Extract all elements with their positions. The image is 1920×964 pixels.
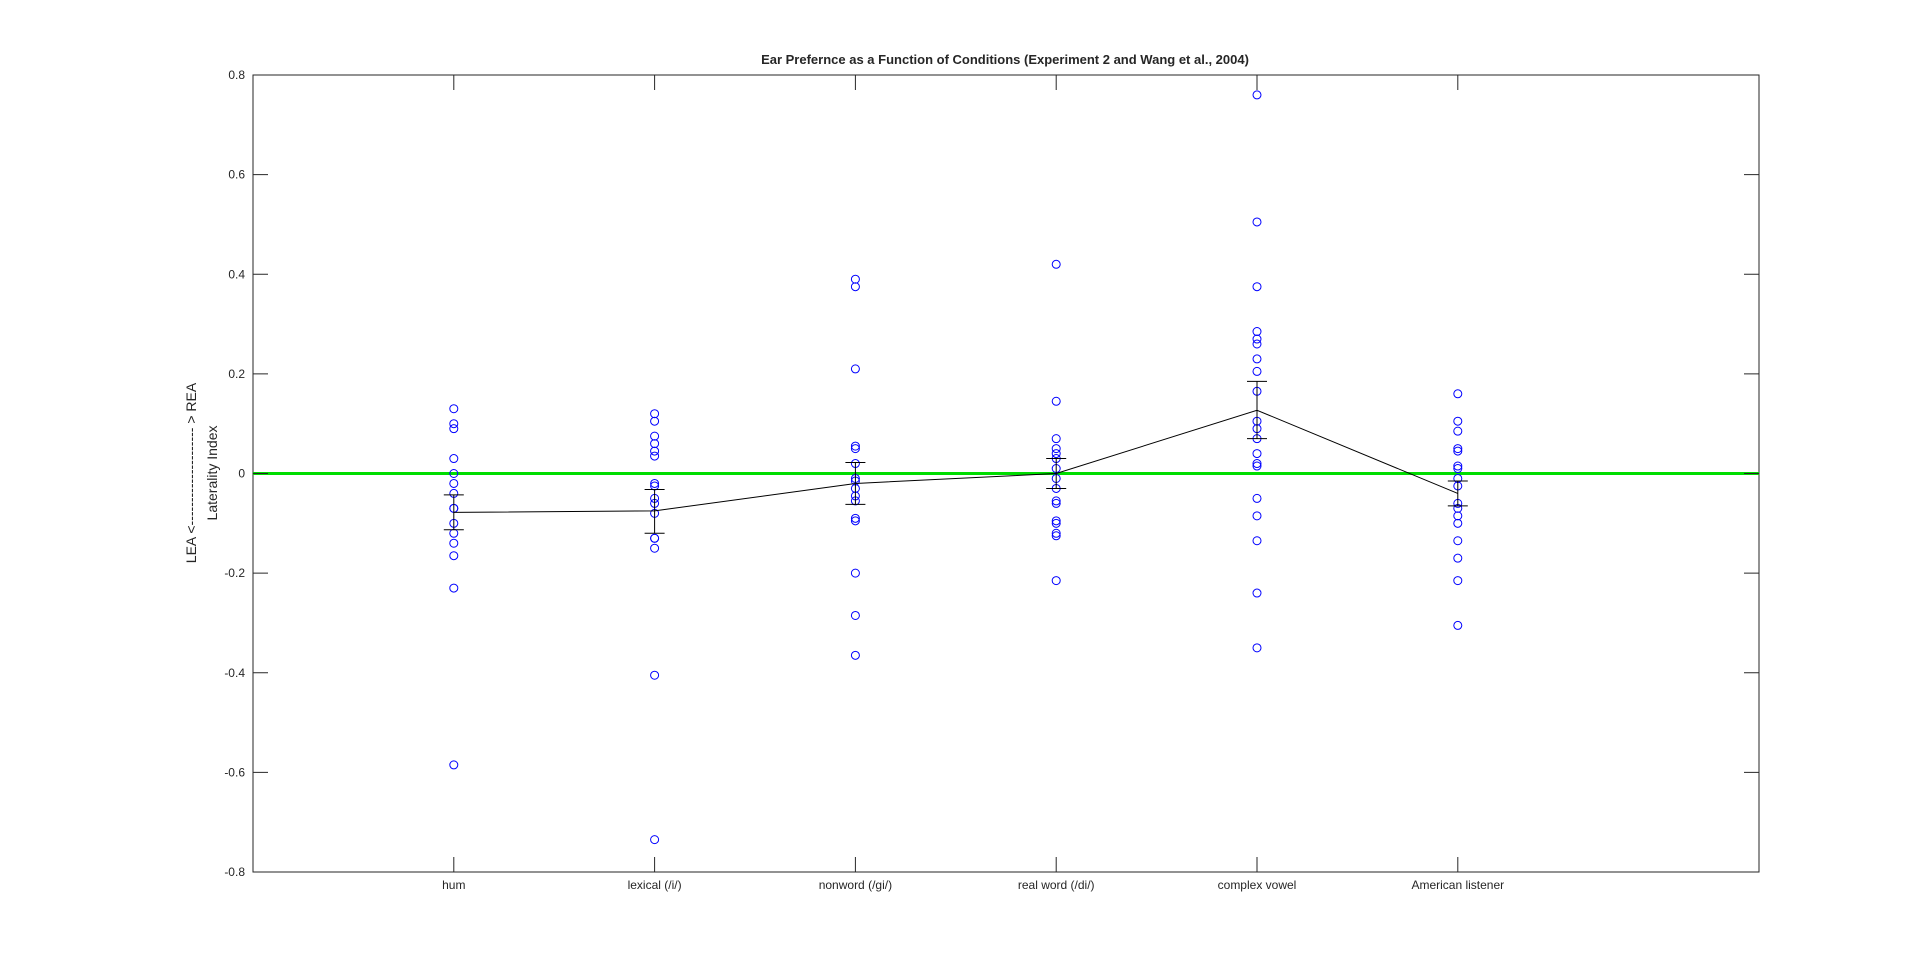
data-point bbox=[850, 610, 860, 620]
data-point bbox=[1453, 426, 1463, 436]
data-point bbox=[1051, 531, 1061, 541]
x-tick-label: American listener bbox=[1411, 878, 1504, 892]
data-point bbox=[449, 424, 459, 434]
data-point bbox=[1051, 516, 1061, 526]
y-tick-label: -0.6 bbox=[224, 765, 245, 779]
data-point bbox=[1051, 396, 1061, 406]
data-point bbox=[1453, 553, 1463, 563]
data-point bbox=[1252, 643, 1262, 653]
x-tick-label: real word (/di/) bbox=[1018, 878, 1095, 892]
data-point bbox=[850, 441, 860, 451]
data-point bbox=[1453, 461, 1463, 471]
data-point bbox=[1252, 536, 1262, 546]
data-point bbox=[1252, 461, 1262, 471]
data-point bbox=[1051, 496, 1061, 506]
data-point bbox=[449, 469, 459, 478]
data-point bbox=[850, 364, 860, 374]
y-tick-label: -0.2 bbox=[224, 566, 245, 580]
data-point bbox=[1453, 518, 1463, 528]
chart-title: Ear Prefernce as a Function of Condition… bbox=[761, 52, 1249, 67]
data-point bbox=[1252, 493, 1262, 503]
x-tick-label: complex vowel bbox=[1218, 878, 1297, 892]
data-point bbox=[449, 583, 459, 593]
data-point bbox=[1252, 366, 1262, 376]
data-point bbox=[1051, 449, 1061, 459]
data-point bbox=[850, 282, 860, 292]
data-point bbox=[1252, 511, 1262, 521]
y-tick-label: 0 bbox=[238, 467, 245, 481]
data-point bbox=[1051, 528, 1061, 538]
data-point bbox=[1252, 449, 1262, 459]
x-tick-label: hum bbox=[442, 878, 465, 892]
data-point bbox=[449, 404, 459, 414]
data-point bbox=[1453, 446, 1463, 456]
data-point bbox=[650, 533, 660, 543]
data-point bbox=[1453, 511, 1463, 521]
data-point bbox=[1453, 576, 1463, 586]
data-points bbox=[449, 90, 1463, 845]
data-point bbox=[650, 478, 660, 488]
data-point bbox=[1252, 327, 1262, 337]
data-point bbox=[1252, 339, 1262, 349]
data-point bbox=[1252, 354, 1262, 364]
data-point bbox=[449, 454, 459, 464]
x-axis: hum lexical (/i/) nonword (/gi/) real word … bbox=[442, 75, 1504, 892]
data-point bbox=[1051, 434, 1061, 444]
data-point bbox=[1453, 464, 1463, 474]
mean-line bbox=[453, 409, 1458, 513]
data-point bbox=[1252, 217, 1262, 227]
data-point bbox=[650, 431, 660, 441]
data-point bbox=[1453, 389, 1463, 399]
data-point bbox=[449, 551, 459, 561]
data-point bbox=[1051, 498, 1061, 508]
data-point bbox=[850, 650, 860, 660]
x-tick-label: nonword (/gi/) bbox=[819, 878, 892, 892]
data-point bbox=[850, 274, 860, 284]
data-point bbox=[1252, 282, 1262, 292]
data-point bbox=[650, 670, 660, 680]
mean-line-group bbox=[453, 409, 1458, 513]
data-point bbox=[650, 416, 660, 426]
y-axis-label-index: Laterality Index bbox=[204, 426, 220, 521]
y-tick-label: 0.4 bbox=[228, 267, 245, 281]
y-axis: -0.8 -0.6 -0.4 -0.2 0 0.2 0.4 0.6 0.8 bbox=[224, 68, 1759, 879]
y-axis-label-direction: LEA <--------------------- > REA bbox=[183, 382, 199, 563]
data-point bbox=[1453, 444, 1463, 454]
data-point bbox=[650, 451, 660, 461]
data-point bbox=[1252, 588, 1262, 598]
data-point bbox=[650, 446, 660, 456]
data-point bbox=[650, 543, 660, 553]
data-point bbox=[650, 409, 660, 419]
data-point bbox=[650, 835, 660, 845]
y-tick-label: 0.6 bbox=[228, 168, 245, 182]
data-point bbox=[1051, 576, 1061, 586]
data-point bbox=[1453, 620, 1463, 630]
data-point bbox=[1252, 90, 1262, 100]
data-point bbox=[1453, 416, 1463, 426]
data-point bbox=[449, 419, 459, 429]
data-point bbox=[1051, 444, 1061, 454]
data-point bbox=[449, 760, 459, 770]
data-point bbox=[449, 538, 459, 548]
data-point bbox=[449, 478, 459, 488]
y-tick-label: -0.8 bbox=[224, 865, 245, 879]
y-tick-label: 0.2 bbox=[228, 367, 245, 381]
data-point bbox=[850, 568, 860, 578]
data-point bbox=[850, 516, 860, 526]
data-point bbox=[1252, 334, 1262, 344]
data-point bbox=[850, 444, 860, 454]
data-point bbox=[1051, 518, 1061, 528]
data-point bbox=[850, 513, 860, 523]
data-point bbox=[1453, 536, 1463, 546]
data-point bbox=[1252, 459, 1262, 469]
data-point bbox=[650, 439, 660, 449]
x-tick-label: lexical (/i/) bbox=[628, 878, 682, 892]
y-tick-label: 0.8 bbox=[228, 68, 245, 82]
y-tick-label: -0.4 bbox=[224, 666, 245, 680]
data-point bbox=[1051, 259, 1061, 269]
